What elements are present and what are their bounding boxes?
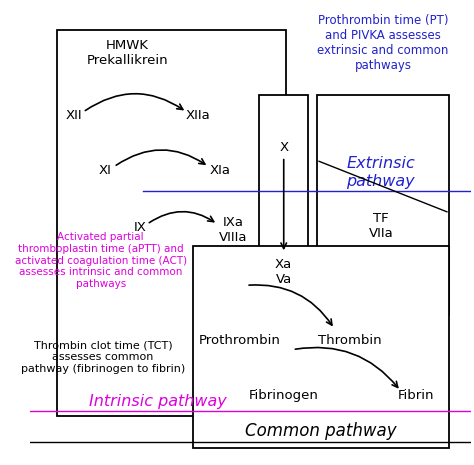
Text: Common pathway: Common pathway [246, 422, 397, 440]
Text: Xa
Va: Xa Va [275, 258, 292, 286]
Text: Intrinsic pathway: Intrinsic pathway [89, 394, 227, 409]
Text: Activated partial
thromboplastin time (aPTT) and
activated coagulation time (ACT: Activated partial thromboplastin time (a… [15, 232, 187, 289]
Text: X: X [279, 141, 288, 154]
Text: XII: XII [66, 109, 82, 122]
Text: Fibrinogen: Fibrinogen [249, 389, 319, 402]
Text: TF
VIIa: TF VIIa [368, 212, 393, 239]
Text: Extrinsic
pathway: Extrinsic pathway [346, 156, 415, 189]
Text: XI: XI [99, 164, 111, 177]
FancyBboxPatch shape [193, 246, 449, 448]
Text: Thrombin clot time (TCT)
assesses common
pathway (fibrinogen to fibrin): Thrombin clot time (TCT) assesses common… [21, 340, 185, 374]
Text: IXa
VIIIa: IXa VIIIa [219, 216, 247, 244]
Text: Prothrombin: Prothrombin [199, 334, 281, 347]
Text: Fibrin: Fibrin [398, 389, 434, 402]
FancyBboxPatch shape [317, 95, 449, 315]
Text: HMWK
Prekallikrein: HMWK Prekallikrein [86, 40, 168, 67]
Text: IX: IX [134, 221, 147, 234]
Text: XIa: XIa [209, 164, 230, 177]
Text: Prothrombin time (PT)
and PIVKA assesses
extrinsic and common
pathways: Prothrombin time (PT) and PIVKA assesses… [317, 14, 449, 72]
FancyBboxPatch shape [259, 95, 308, 315]
FancyBboxPatch shape [56, 30, 286, 416]
Text: XIIa: XIIa [185, 109, 210, 122]
Text: Thrombin: Thrombin [318, 334, 382, 347]
